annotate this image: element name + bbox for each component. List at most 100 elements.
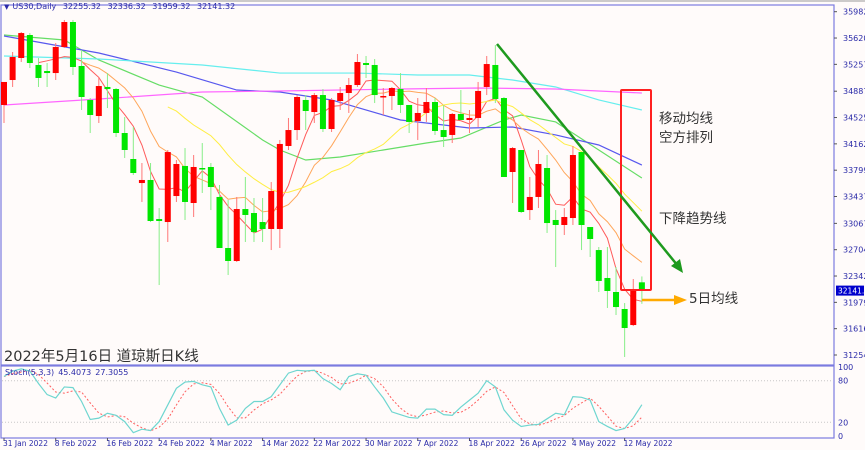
candle	[414, 98, 421, 140]
candle-body	[432, 102, 438, 131]
candle	[552, 210, 559, 268]
candle-body	[225, 248, 232, 262]
open-value: 32255.32	[62, 2, 102, 11]
candle	[526, 177, 533, 220]
y-tick-label: 32342.10	[843, 272, 865, 281]
candle	[233, 196, 240, 263]
candle	[466, 109, 473, 134]
candle	[294, 95, 301, 140]
candle	[397, 73, 404, 113]
ma-note-line2: 空方排列	[659, 130, 713, 146]
candle-body	[552, 219, 559, 225]
candle-body	[337, 93, 344, 101]
stoch-signal-line	[3, 369, 643, 432]
candle-body	[595, 250, 602, 281]
close-value: 32141.32	[197, 2, 236, 11]
candle	[242, 177, 249, 242]
candle-body	[268, 191, 275, 229]
candle	[147, 162, 154, 223]
candle-body	[87, 99, 94, 116]
candle-body	[388, 87, 395, 96]
candle	[268, 182, 275, 251]
candle	[138, 162, 145, 202]
candle-body	[69, 22, 76, 68]
candle	[199, 143, 206, 193]
candle-body	[104, 86, 111, 90]
candle-body	[173, 164, 180, 197]
sma-20-line	[167, 99, 643, 212]
downtrend-arrowhead-icon	[671, 259, 683, 273]
candle-body	[604, 277, 611, 291]
candle-body	[440, 130, 447, 138]
candle	[276, 139, 283, 249]
candle	[207, 162, 214, 211]
candle-body	[302, 99, 309, 112]
stoch-main-value: 45.4073	[58, 368, 92, 377]
y-tick-label: 35620.30	[843, 34, 865, 43]
current-price-label: 32141.32	[838, 287, 865, 296]
candle	[518, 149, 525, 214]
candle-body	[130, 158, 137, 174]
sma-10-line	[81, 61, 643, 263]
candle	[311, 93, 318, 123]
stoch-main-line	[3, 368, 643, 434]
collapse-triangle-icon[interactable]: ▼	[4, 3, 10, 11]
candle-body	[78, 65, 85, 97]
candle-body	[207, 166, 214, 188]
candle-body	[121, 133, 128, 150]
candle	[595, 246, 602, 293]
candle-body	[621, 308, 628, 329]
candle-body	[630, 289, 637, 326]
moving-average-line	[3, 34, 643, 179]
candle	[104, 73, 111, 109]
candle-body	[164, 152, 171, 223]
candle	[44, 63, 51, 87]
candle	[35, 58, 42, 87]
candle-body	[285, 130, 292, 147]
candle	[78, 50, 85, 110]
candle	[121, 117, 128, 158]
y-tick-label: 33067.30	[843, 219, 865, 228]
current-price-box	[836, 285, 864, 296]
candle-body	[199, 168, 206, 170]
candle-body	[259, 222, 266, 229]
candle	[319, 89, 326, 132]
candle-body	[311, 95, 318, 113]
candle	[621, 303, 628, 357]
candle-body	[518, 149, 525, 212]
candle-body	[156, 219, 163, 222]
candle-body	[216, 196, 223, 249]
candle	[190, 155, 197, 218]
candle	[449, 112, 456, 144]
candle-body	[500, 98, 507, 178]
candle-body	[423, 102, 430, 113]
candle	[113, 87, 120, 138]
candle-body	[294, 96, 301, 131]
candle	[613, 267, 620, 316]
y-tick-label: 31616.90	[843, 325, 865, 334]
candle	[130, 126, 137, 175]
chart-title: 2022年5月16日 道琼斯日K线	[4, 349, 199, 365]
candle	[561, 208, 568, 236]
y-tick-label: 33437.30	[843, 193, 865, 202]
candle	[95, 77, 102, 123]
y-tick-label: 31979.50	[843, 298, 865, 307]
candle-body	[587, 227, 594, 240]
y-tick-label: 34887.70	[843, 87, 865, 96]
x-tick-label: 24 Feb 2022	[158, 439, 205, 448]
x-tick-label: 14 Mar 2022	[262, 439, 310, 448]
candle	[569, 146, 576, 225]
candle	[61, 19, 68, 48]
candle-body	[18, 33, 25, 59]
x-tick-label: 30 Mar 2022	[365, 439, 413, 448]
stoch-level-label: 80	[838, 377, 848, 386]
candle-body	[397, 89, 404, 105]
candle	[475, 81, 482, 127]
candle	[483, 55, 490, 96]
candle	[423, 87, 430, 122]
candle-body	[414, 112, 421, 122]
candle	[173, 160, 180, 202]
candle-body	[457, 113, 464, 121]
